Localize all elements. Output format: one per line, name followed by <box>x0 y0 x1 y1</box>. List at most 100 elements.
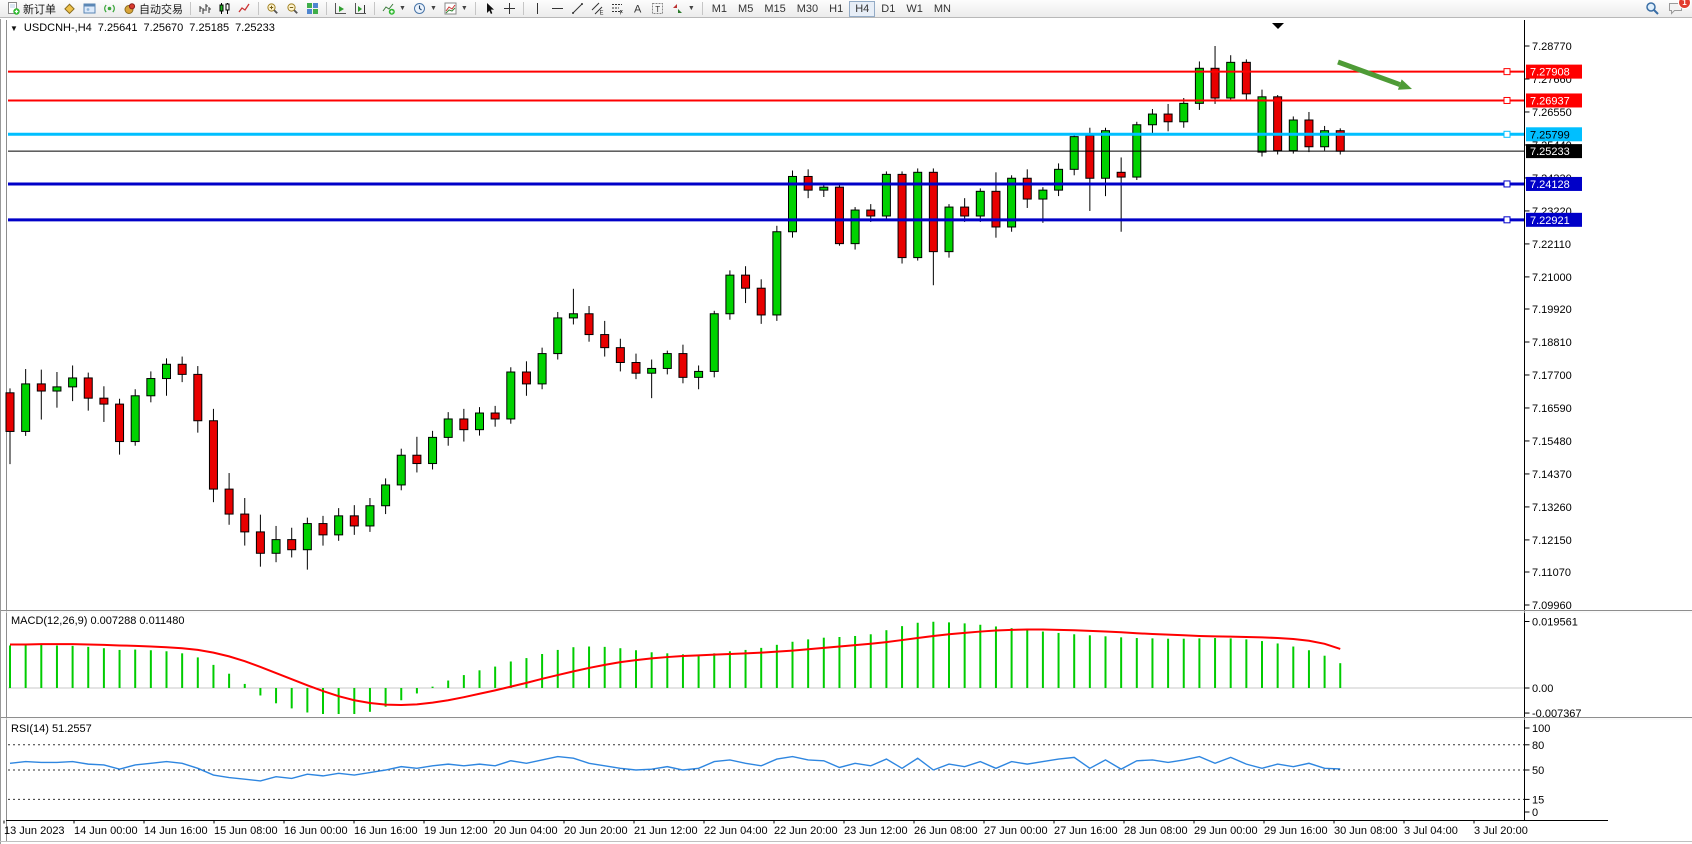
trend-arrow-head[interactable] <box>1397 79 1412 90</box>
new-order-label: 新订单 <box>23 3 56 16</box>
cursor-tool-button[interactable] <box>480 1 499 17</box>
bid-price-line-badge-label: 7.25233 <box>1530 146 1570 158</box>
text-label-tool-button[interactable]: T <box>648 1 667 17</box>
macd-tick-label: -0.007367 <box>1532 708 1582 720</box>
ohlc-low: 7.25185 <box>189 22 230 34</box>
timeframe-m30-button[interactable]: M30 <box>796 2 819 15</box>
time-tick-label: 15 Jun 08:00 <box>214 825 278 837</box>
toolbar-right-group: 1 <box>1645 0 1691 16</box>
support-line-2-handle[interactable] <box>1503 216 1511 224</box>
resistance-line-1-badge <box>1526 64 1582 79</box>
equidistant-channel-tool-button[interactable]: E <box>588 1 607 17</box>
candle <box>334 515 344 536</box>
candle <box>647 367 657 374</box>
autotrading-label: 自动交易 <box>139 3 183 16</box>
candle <box>396 454 406 486</box>
candle <box>584 313 594 336</box>
time-tick-label: 28 Jun 08:00 <box>1124 825 1188 837</box>
vertical-line-tool-button[interactable] <box>528 1 547 17</box>
auto-scroll-button[interactable] <box>331 1 350 17</box>
candle <box>318 523 328 536</box>
chart-shift-button[interactable] <box>351 1 370 17</box>
trendline-tool-button[interactable] <box>568 1 587 17</box>
candle <box>725 274 735 315</box>
line-chart-button[interactable] <box>235 1 254 17</box>
time-tick-label: 27 Jun 00:00 <box>984 825 1048 837</box>
fibonacci-tool-button[interactable]: F <box>608 1 627 17</box>
quotes-icon <box>63 2 76 15</box>
candle <box>1069 136 1079 170</box>
dropdown-caret: ▼ <box>429 5 437 12</box>
candle <box>83 377 93 399</box>
timeframe-m15-button[interactable]: M15 <box>764 2 786 15</box>
dropdown-caret: ▼ <box>687 5 695 12</box>
candle <box>1054 168 1064 191</box>
candle <box>99 397 109 405</box>
price-scale[interactable]: 7.287707.276607.265507.254407.243307.232… <box>1524 20 1583 821</box>
collapse-arrow-icon[interactable]: ▼ <box>10 23 18 33</box>
candle <box>21 383 31 432</box>
new-order-button[interactable]: 新订单 <box>4 1 59 17</box>
autotrading-button[interactable]: 自动交易 <box>120 1 186 17</box>
bar-chart-button[interactable] <box>195 1 214 17</box>
pivot-line-handle[interactable] <box>1503 130 1511 138</box>
candle <box>881 173 891 217</box>
candle <box>146 378 156 397</box>
rsi-tick-label: 50 <box>1532 765 1544 777</box>
price-tick-label: 7.17700 <box>1532 370 1572 382</box>
signals-button[interactable] <box>100 1 119 17</box>
period-button[interactable]: ▼ <box>410 1 440 17</box>
profiles-button[interactable] <box>80 1 99 17</box>
timeframe-m1-button[interactable]: M1 <box>711 2 728 15</box>
candle <box>662 353 672 369</box>
time-scale[interactable]: 13 Jun 2023 14 Jun 00:00 14 Jun 16:00 15 Ju… <box>3 820 1608 838</box>
tile-windows-button[interactable] <box>303 1 322 17</box>
resistance-line-2-handle[interactable] <box>1503 96 1511 104</box>
timeframe-d1-button[interactable]: D1 <box>881 2 896 15</box>
horizontal-line-tool-button[interactable] <box>548 1 567 17</box>
candle <box>1038 189 1048 200</box>
support-line-1-handle[interactable] <box>1503 180 1511 188</box>
candle <box>756 287 766 316</box>
candle <box>1320 130 1330 148</box>
quotes-button[interactable] <box>60 1 79 17</box>
trend-arrow-annotation[interactable] <box>1337 59 1401 87</box>
chart-shift-icon <box>354 2 367 15</box>
resistance-line-2-badge-label: 7.26937 <box>1530 95 1570 107</box>
template-button[interactable]: ▼ <box>441 1 471 17</box>
chart-shift-marker[interactable] <box>1272 23 1284 29</box>
chat-button[interactable]: 1 <box>1668 0 1691 16</box>
macd-pane <box>8 621 1524 714</box>
candle <box>490 412 500 420</box>
add-indicator-button[interactable]: ▼ <box>379 1 409 17</box>
support-line-1-badge <box>1526 176 1582 191</box>
price-tick-label: 7.26550 <box>1532 107 1572 119</box>
arrows-tool-button[interactable]: ▼ <box>668 1 698 17</box>
zoom-out-icon <box>286 2 299 15</box>
timeframe-h4-button[interactable]: H4 <box>849 0 876 17</box>
timeframe-mn-button[interactable]: MN <box>933 2 951 15</box>
price-tick-label: 7.21000 <box>1532 272 1572 284</box>
timeframe-h1-button[interactable]: H1 <box>829 2 844 15</box>
toolbar-separator <box>326 2 327 15</box>
crosshair-tool-button[interactable] <box>500 1 519 17</box>
timeframe-m5-button[interactable]: M5 <box>738 2 754 15</box>
candle <box>381 484 391 507</box>
search-button[interactable] <box>1645 1 1660 16</box>
price-tick-label: 7.09960 <box>1532 600 1572 612</box>
candle <box>850 209 860 245</box>
timeframe-w1-button[interactable]: W1 <box>906 2 923 15</box>
trendline-icon <box>571 2 584 15</box>
auto-scroll-icon <box>334 2 347 15</box>
zoom-in-button[interactable] <box>263 1 282 17</box>
text-tool-button[interactable]: A <box>628 1 647 17</box>
zoom-out-button[interactable] <box>283 1 302 17</box>
time-tick-label: 21 Jun 12:00 <box>634 825 698 837</box>
candlestick-chart-button[interactable] <box>215 1 234 17</box>
candle <box>193 373 203 422</box>
candle <box>834 186 844 245</box>
time-tick-label: 20 Jun 20:00 <box>564 825 628 837</box>
zoom-in-icon <box>266 2 279 15</box>
resistance-line-1-handle[interactable] <box>1503 68 1511 76</box>
